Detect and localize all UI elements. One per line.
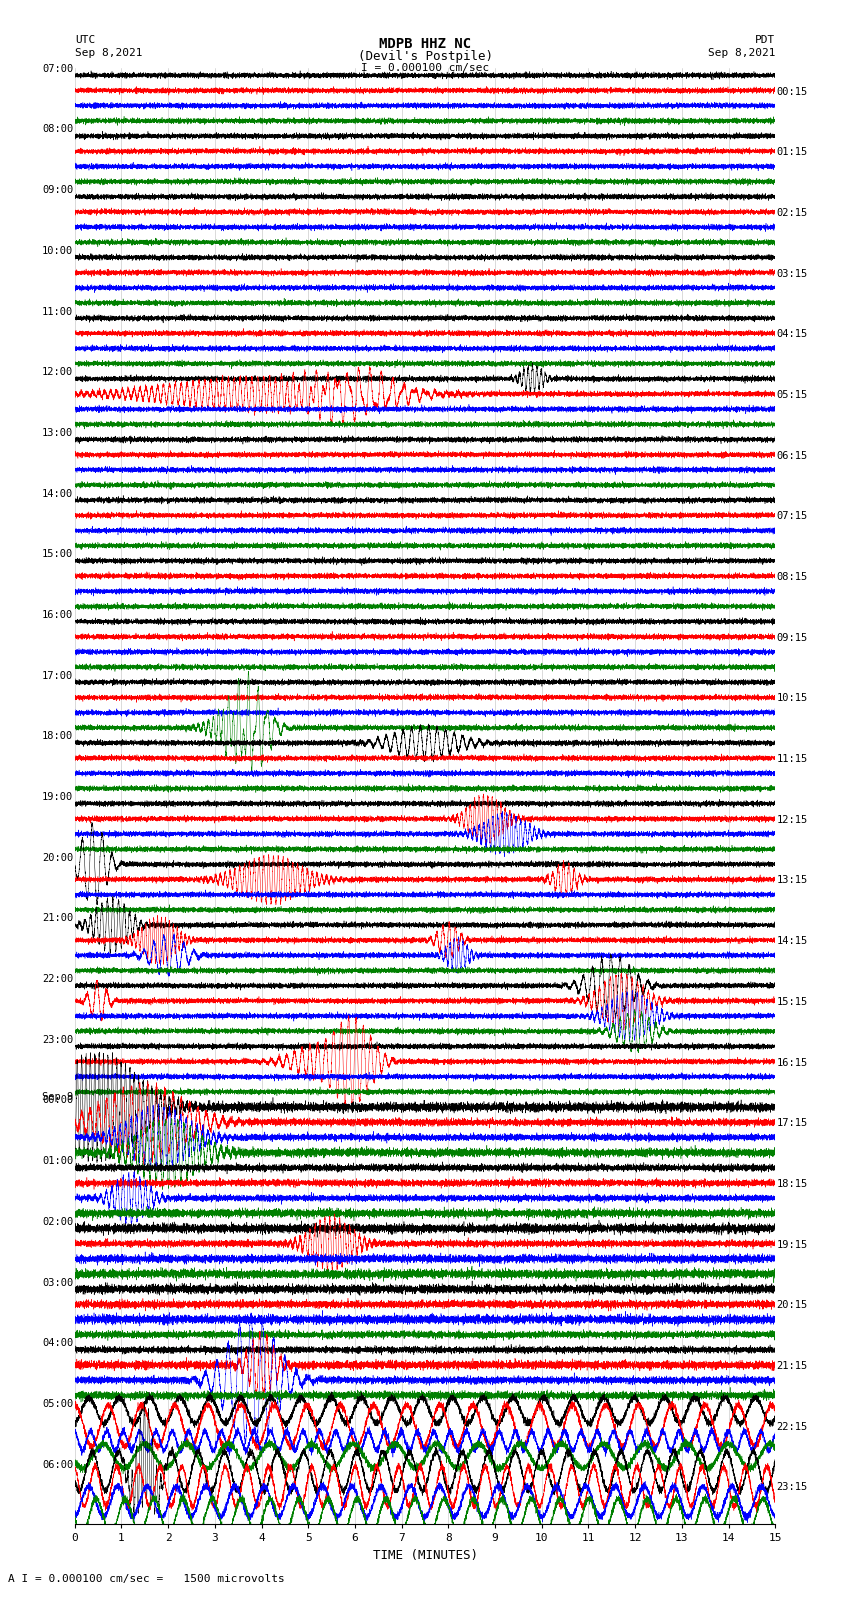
Text: UTC: UTC: [75, 35, 95, 45]
Text: Sep 8,2021: Sep 8,2021: [75, 48, 142, 58]
Text: A I = 0.000100 cm/sec =   1500 microvolts: A I = 0.000100 cm/sec = 1500 microvolts: [8, 1574, 286, 1584]
Text: Sep 8,2021: Sep 8,2021: [708, 48, 775, 58]
Text: PDT: PDT: [755, 35, 775, 45]
X-axis label: TIME (MINUTES): TIME (MINUTES): [372, 1548, 478, 1561]
Text: (Devil's Postpile): (Devil's Postpile): [358, 50, 492, 63]
Text: MDPB HHZ NC: MDPB HHZ NC: [379, 37, 471, 52]
Text: I = 0.000100 cm/sec: I = 0.000100 cm/sec: [361, 63, 489, 73]
